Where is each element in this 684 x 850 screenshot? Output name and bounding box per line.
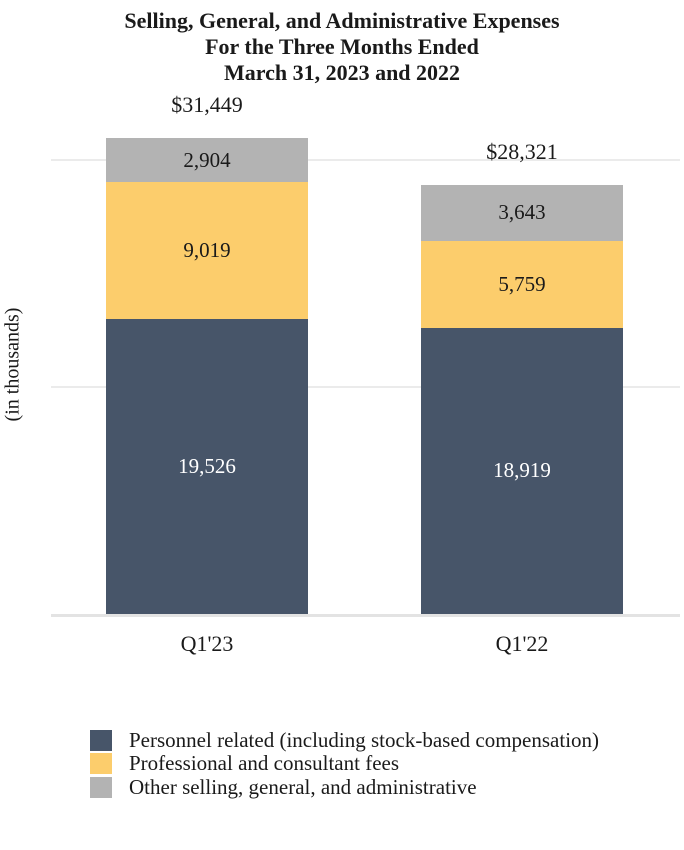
bar-segment-professional: 9,019	[106, 182, 308, 319]
stacked-bar-q1-23: 2,904 9,019 19,526	[106, 138, 308, 614]
y-axis-label: (in thousands)	[1, 307, 24, 422]
gridline	[51, 159, 680, 161]
bar-segment-professional: 5,759	[421, 240, 623, 328]
legend-label: Personnel related (including stock-based…	[129, 728, 600, 753]
bar-segment-other: 3,643	[421, 185, 623, 241]
gridline	[51, 386, 680, 388]
legend-swatch-professional	[90, 753, 112, 775]
legend-label: Professional and consultant fees	[129, 751, 400, 776]
x-axis-tick-label: Q1'22	[495, 631, 549, 656]
legend-swatch-personnel	[90, 730, 112, 752]
chart-title-line-2: For the Three Months Ended	[205, 34, 479, 59]
chart-title: Selling, General, and Administrative Exp…	[0, 8, 684, 86]
x-axis-baseline	[51, 614, 680, 617]
bar-total-label: $28,321	[486, 139, 558, 165]
chart-title-line-3: March 31, 2023 and 2022	[223, 60, 461, 85]
stacked-bar-q1-22: 3,643 5,759 18,919	[421, 185, 623, 614]
legend: Personnel related (including stock-based…	[90, 728, 600, 799]
legend-item: Professional and consultant fees	[90, 751, 599, 776]
x-axis-tick-label: Q1'23	[180, 631, 234, 656]
bar-total-label: $31,449	[171, 92, 243, 118]
segment-value-label: 19,526	[178, 453, 236, 478]
legend-label: Other selling, general, and administrati…	[129, 774, 477, 799]
segment-value-label: 9,019	[183, 237, 231, 262]
segment-value-label: 3,643	[498, 200, 546, 225]
bar-segment-personnel: 19,526	[106, 318, 308, 614]
legend-item: Personnel related (including stock-based…	[90, 728, 600, 753]
legend-swatch-other	[90, 776, 112, 798]
segment-value-label: 2,904	[183, 147, 231, 172]
legend-item: Other selling, general, and administrati…	[90, 774, 599, 799]
bar-segment-personnel: 18,919	[421, 327, 623, 614]
chart-title-line-1: Selling, General, and Administrative Exp…	[124, 8, 560, 33]
bar-segment-other: 2,904	[106, 138, 308, 183]
segment-value-label: 5,759	[498, 271, 546, 296]
segment-value-label: 18,919	[493, 458, 551, 483]
